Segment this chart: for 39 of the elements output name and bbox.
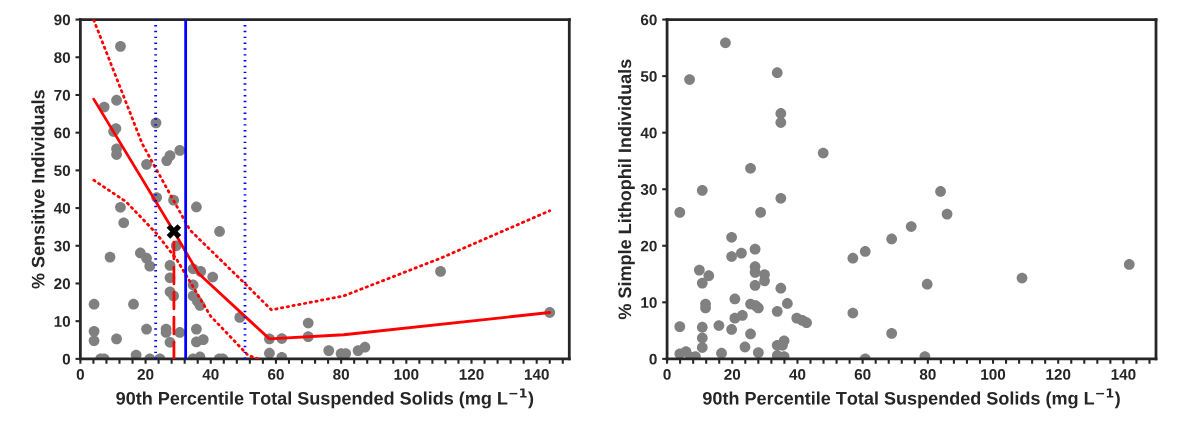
x-tick-label: 100 [981, 369, 1006, 380]
line-series [92, 19, 552, 312]
y-tick-label: 40 [53, 202, 71, 214]
y-tick-label: 10 [641, 297, 657, 309]
x-tick-label: 0 [76, 369, 84, 380]
x-tick-label: 40 [789, 369, 806, 380]
y-tick-label: 90 [54, 14, 71, 26]
x-tick-label: 0 [663, 369, 671, 380]
y-tick-label: 0 [649, 353, 657, 365]
x-tick-label: 40 [202, 369, 219, 380]
x-tick-label: 20 [724, 369, 741, 380]
x-tick-label: 100 [394, 369, 419, 380]
y-tick-label: 50 [54, 165, 71, 177]
y-tick-label: 20 [640, 240, 657, 252]
y-tick-label: 70 [54, 89, 71, 101]
x-tick-label: 60 [268, 369, 284, 380]
x-axis-title: 90th Percentile Total Suspended Solids (mg L$^{−1}$) [116, 388, 534, 409]
x-tick-label: 120 [1046, 369, 1071, 380]
x-axis-title: 90th Percentile Total Suspended Solids (mg L$^{−1}$) [702, 388, 1120, 409]
y-tick-label: 0 [62, 353, 71, 365]
y-tick-label: 80 [54, 52, 71, 63]
x-tick-label: 140 [524, 369, 549, 380]
y-axis-title: % Simple Lithophil Individuals [617, 59, 635, 320]
x-tick-label: 120 [459, 369, 484, 380]
y-tick-label: 30 [54, 240, 71, 252]
x-tick-label: 80 [919, 369, 936, 380]
y-tick-label: 10 [54, 316, 71, 327]
y-tick-label: 60 [640, 14, 657, 26]
x-tick-label: 140 [1111, 369, 1136, 380]
y-tick-label: 60 [54, 127, 71, 139]
x-tick-label: 20 [137, 369, 154, 380]
x-tick-label: 60 [854, 369, 871, 380]
y-tick-label: 20 [54, 278, 71, 290]
y-tick-label: 40 [640, 127, 657, 139]
line-series [92, 178, 260, 359]
x-tick-label: 80 [333, 369, 349, 380]
y-tick-label: 30 [640, 184, 657, 195]
y-tick-label: 50 [640, 70, 657, 82]
y-axis-title: % Sensitive Individuals [31, 90, 45, 289]
